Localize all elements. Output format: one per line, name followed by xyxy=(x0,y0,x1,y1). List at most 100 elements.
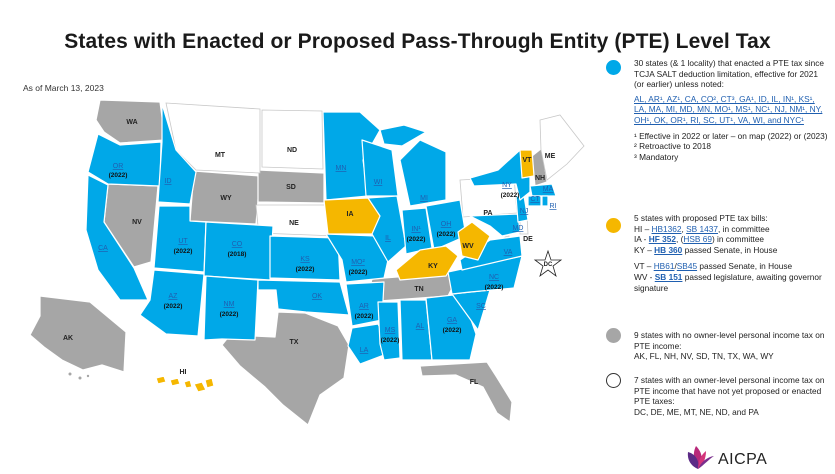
as-of-date: As of March 13, 2023 xyxy=(23,83,104,93)
wv-bill-link[interactable]: SB 151 xyxy=(654,271,683,282)
state-nd[interactable] xyxy=(261,109,324,170)
vt-sep: / xyxy=(674,261,677,272)
label-or[interactable]: OR xyxy=(113,163,124,170)
vt-suffix: passed Senate, in House xyxy=(697,261,793,272)
label-mo[interactable]: MO² xyxy=(351,259,365,266)
state-ak[interactable] xyxy=(29,295,127,373)
label-tx: TX xyxy=(290,339,299,346)
legend-enacted-heading: 30 states (& 1 locality) that enacted a … xyxy=(634,58,825,90)
vt-bill-1-link[interactable]: HB61 xyxy=(653,261,675,272)
label-ut[interactable]: UT xyxy=(178,238,188,245)
ky-bill-link[interactable]: HB 360 xyxy=(654,244,683,255)
ky-suffix: passed Senate, in House xyxy=(682,244,778,255)
ia-prefix: IA - xyxy=(634,234,649,245)
state-mi[interactable] xyxy=(399,139,447,207)
label-nm[interactable]: NM xyxy=(224,301,235,308)
label-oh[interactable]: OH xyxy=(441,221,452,228)
hi-bill-1-link[interactable]: HB1362 xyxy=(651,223,682,234)
state-ct[interactable] xyxy=(527,195,542,207)
label-co[interactable]: CO xyxy=(232,241,243,248)
state-ms[interactable] xyxy=(377,301,401,361)
year-az: (2022) xyxy=(164,303,183,310)
state-id[interactable] xyxy=(157,103,197,205)
vt-bill-2-link[interactable]: SB45 xyxy=(676,261,698,272)
label-ia: IA xyxy=(347,211,354,218)
state-mt[interactable] xyxy=(165,102,261,174)
label-ma[interactable]: MA xyxy=(543,186,554,193)
state-nm[interactable] xyxy=(203,275,259,341)
dc-star[interactable] xyxy=(533,249,563,278)
state-fl[interactable] xyxy=(419,361,513,423)
year-ar: (2022) xyxy=(355,313,374,320)
label-ct[interactable]: CT xyxy=(530,196,540,203)
legend-enacted-states[interactable]: AL, AR¹, AZ¹, CA, CO², CT³, GA¹, ID, IL,… xyxy=(634,93,823,125)
legend-not-enacted-list: DC, DE, ME, MT, NE, ND, and PA xyxy=(634,406,759,417)
label-wv: WV xyxy=(462,243,474,250)
year-nc: (2022) xyxy=(485,284,504,291)
label-il[interactable]: IL xyxy=(385,235,391,242)
year-ms: (2022) xyxy=(381,337,400,344)
label-nc[interactable]: NC xyxy=(489,274,499,281)
label-ms[interactable]: MS xyxy=(385,327,396,334)
label-ny[interactable]: NY xyxy=(502,182,512,189)
state-wy[interactable] xyxy=(189,170,261,225)
legend-note-3: ³ Mandatory xyxy=(634,151,679,162)
legend-no-tax: 9 states with no owner-level personal in… xyxy=(634,330,829,362)
state-wv[interactable] xyxy=(457,221,491,261)
label-sc[interactable]: SC xyxy=(476,303,486,310)
legend-no-tax-heading: 9 states with no owner-level personal in… xyxy=(634,330,825,351)
label-la[interactable]: LA xyxy=(360,347,369,354)
label-ok[interactable]: OK xyxy=(312,293,322,300)
label-md[interactable]: MD xyxy=(513,225,524,232)
state-az[interactable] xyxy=(139,269,205,337)
state-ky[interactable] xyxy=(395,245,459,281)
label-ks[interactable]: KS xyxy=(300,256,310,263)
state-me[interactable] xyxy=(539,114,585,181)
state-ma[interactable] xyxy=(529,183,557,197)
hi-bill-2-link[interactable]: SB 1437 xyxy=(686,223,718,234)
label-hi: HI xyxy=(180,369,187,376)
label-ar[interactable]: AR xyxy=(359,303,369,310)
aicpa-logo-icon xyxy=(687,446,714,469)
state-wi[interactable] xyxy=(361,139,399,197)
label-tn: TN xyxy=(414,286,423,293)
state-ks[interactable] xyxy=(269,235,341,281)
label-ri[interactable]: RI xyxy=(550,203,557,210)
label-mn[interactable]: MN xyxy=(336,165,347,172)
label-al[interactable]: AL xyxy=(416,323,425,330)
label-me: ME xyxy=(545,153,556,160)
state-hi[interactable] xyxy=(155,375,215,393)
state-ne[interactable] xyxy=(255,204,338,237)
label-wi[interactable]: WI xyxy=(374,179,383,186)
legend-ky: KY – HB 360 passed Senate, in House xyxy=(634,245,829,256)
label-ga[interactable]: GA xyxy=(447,317,457,324)
state-ca[interactable] xyxy=(85,174,149,301)
label-nj[interactable]: NJ xyxy=(520,208,529,215)
state-md[interactable] xyxy=(469,213,521,237)
vt-prefix: VT – xyxy=(634,261,654,272)
label-va[interactable]: VA xyxy=(504,249,513,256)
label-az[interactable]: AZ xyxy=(169,293,179,300)
label-id[interactable]: ID xyxy=(165,178,172,185)
year-mo: (2022) xyxy=(349,269,368,276)
ia-bill-1-link[interactable]: HF 352 xyxy=(648,234,676,245)
label-ca[interactable]: CA xyxy=(98,245,108,252)
state-mi-upper[interactable] xyxy=(379,124,427,147)
hi-sep: , xyxy=(681,223,687,234)
state-ny[interactable] xyxy=(469,149,531,201)
year-ga: (2022) xyxy=(443,327,462,334)
year-nm: (2022) xyxy=(220,311,239,318)
state-ok[interactable] xyxy=(257,279,350,316)
legend-proposed-heading: 5 states with proposed PTE tax bills: xyxy=(634,213,768,223)
state-wa[interactable] xyxy=(95,99,166,144)
label-in[interactable]: IN¹ xyxy=(411,226,421,233)
ia-mid: , ( xyxy=(675,234,684,245)
legend-vt: VT – HB61/SB45 passed Senate, in House xyxy=(634,261,829,272)
label-mi[interactable]: MI xyxy=(420,195,428,202)
ia-bill-2-link[interactable]: HSB 69 xyxy=(683,234,712,245)
state-ri[interactable] xyxy=(541,195,549,207)
state-ia[interactable] xyxy=(323,197,381,235)
label-mt: MT xyxy=(215,152,226,159)
year-in: (2022) xyxy=(407,236,426,243)
state-vt[interactable] xyxy=(519,149,535,179)
